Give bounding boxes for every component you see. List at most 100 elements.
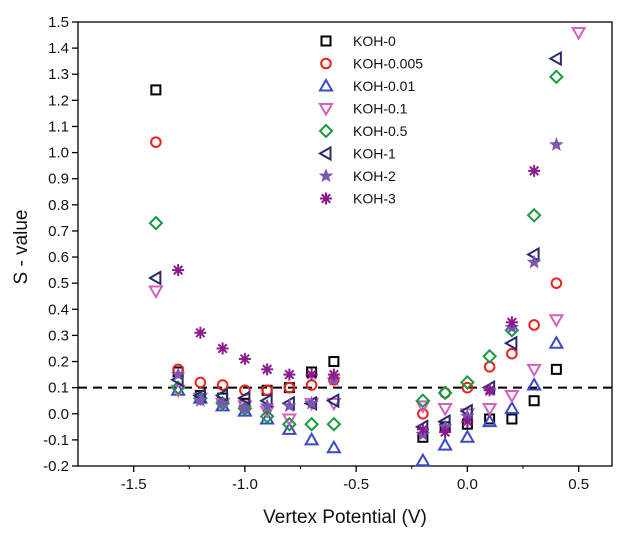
- data-point: [526, 377, 542, 391]
- data-point: [305, 368, 318, 381]
- asterisk-stroke: [506, 317, 517, 328]
- asterisk-stroke: [321, 193, 331, 204]
- asterisk-stroke: [484, 385, 495, 396]
- legend-marker: [318, 123, 334, 139]
- y-tick-label: 0.4: [48, 301, 69, 318]
- legend-label: KOH-0.01: [353, 78, 415, 94]
- x-tick-label: 0.5: [568, 476, 589, 493]
- legend-label: KOH-1: [353, 146, 396, 162]
- x-axis-title: Vertex Potential (V): [263, 507, 427, 528]
- legend-label: KOH-2: [353, 168, 396, 184]
- legend-item: KOH-0: [320, 33, 396, 49]
- data-point: [148, 215, 164, 231]
- data-point: [303, 431, 320, 446]
- data-point: [281, 416, 297, 432]
- data-point: [528, 395, 540, 407]
- data-point: [503, 335, 518, 351]
- legend-item: KOH-0.1: [318, 101, 408, 117]
- data-point: [304, 416, 320, 432]
- asterisk-stroke: [195, 327, 206, 338]
- data-point: [150, 136, 162, 148]
- legend-label: KOH-0: [353, 33, 396, 49]
- legend-item: KOH-3: [320, 191, 396, 207]
- data-point: [259, 408, 275, 424]
- data-point: [237, 400, 253, 415]
- data-point: [172, 264, 185, 277]
- data-point: [325, 392, 340, 409]
- data-point: [528, 319, 540, 331]
- y-tick-label: 1.5: [48, 14, 69, 31]
- data-point: [283, 368, 296, 381]
- data-point: [526, 207, 542, 223]
- legend-item: KOH-2: [318, 168, 396, 184]
- data-point: [528, 164, 541, 177]
- y-tick-label: 1.4: [48, 40, 69, 57]
- y-tick-label: 0.9: [48, 171, 69, 188]
- y-tick-label: 0.8: [48, 197, 69, 214]
- y-axis-title: S - value: [11, 210, 32, 285]
- data-point: [259, 398, 275, 413]
- y-tick-label: 1.1: [48, 118, 69, 135]
- x-tick-label: 0.0: [457, 476, 478, 493]
- legend-marker: [320, 192, 332, 205]
- x-tick-label: -0.5: [343, 476, 369, 493]
- asterisk-stroke: [417, 424, 428, 435]
- data-point: [148, 285, 164, 300]
- legend-marker: [320, 35, 332, 47]
- data-point: [483, 384, 496, 397]
- data-point: [327, 368, 340, 381]
- data-point: [504, 400, 520, 415]
- data-point: [459, 429, 476, 443]
- data-point: [461, 381, 474, 394]
- data-point: [326, 397, 342, 412]
- data-point: [417, 407, 429, 420]
- legend-item: KOH-0.5: [318, 123, 408, 139]
- data-point: [504, 389, 520, 404]
- data-point: [236, 390, 251, 406]
- legend-marker: [320, 57, 332, 70]
- legend-item: KOH-1: [317, 146, 396, 162]
- data-point: [328, 356, 340, 368]
- data-point: [261, 384, 273, 397]
- data-point: [548, 50, 562, 67]
- data-point: [437, 403, 453, 417]
- data-point: [461, 415, 474, 428]
- series-koh-3: [172, 164, 541, 439]
- data-point: [283, 381, 296, 394]
- data-point: [215, 395, 230, 410]
- data-point: [147, 270, 162, 286]
- data-point: [504, 322, 520, 338]
- legend-label: KOH-0.1: [353, 101, 408, 117]
- legend-item: KOH-0.01: [318, 77, 415, 94]
- data-point: [261, 363, 274, 376]
- data-point: [194, 376, 207, 389]
- data-point: [238, 352, 251, 365]
- y-tick-label: 0.7: [48, 223, 69, 240]
- asterisk-stroke: [306, 369, 317, 380]
- asterisk-stroke: [284, 369, 295, 380]
- data-point: [550, 363, 562, 375]
- y-tick-label: -0.1: [43, 432, 69, 449]
- legend-label: KOH-0.005: [353, 56, 423, 72]
- data-point: [548, 335, 565, 349]
- data-point: [194, 326, 207, 339]
- y-tick-label: 0.3: [48, 327, 69, 344]
- data-point: [505, 316, 518, 329]
- legend-label: KOH-0.5: [353, 123, 408, 139]
- asterisk-stroke: [529, 165, 540, 176]
- asterisk-stroke: [173, 265, 184, 276]
- legend-label: KOH-3: [353, 191, 396, 207]
- y-tick-label: 0.6: [48, 249, 69, 266]
- data-point: [437, 437, 453, 451]
- data-point: [326, 439, 342, 454]
- data-point: [482, 348, 498, 364]
- y-tick-label: 1.2: [48, 92, 69, 109]
- legend-marker: [318, 103, 334, 117]
- asterisk-stroke: [440, 427, 451, 437]
- data-point: [506, 413, 518, 425]
- legend-marker: [318, 168, 334, 183]
- data-point: [170, 366, 186, 381]
- data-point: [281, 421, 298, 435]
